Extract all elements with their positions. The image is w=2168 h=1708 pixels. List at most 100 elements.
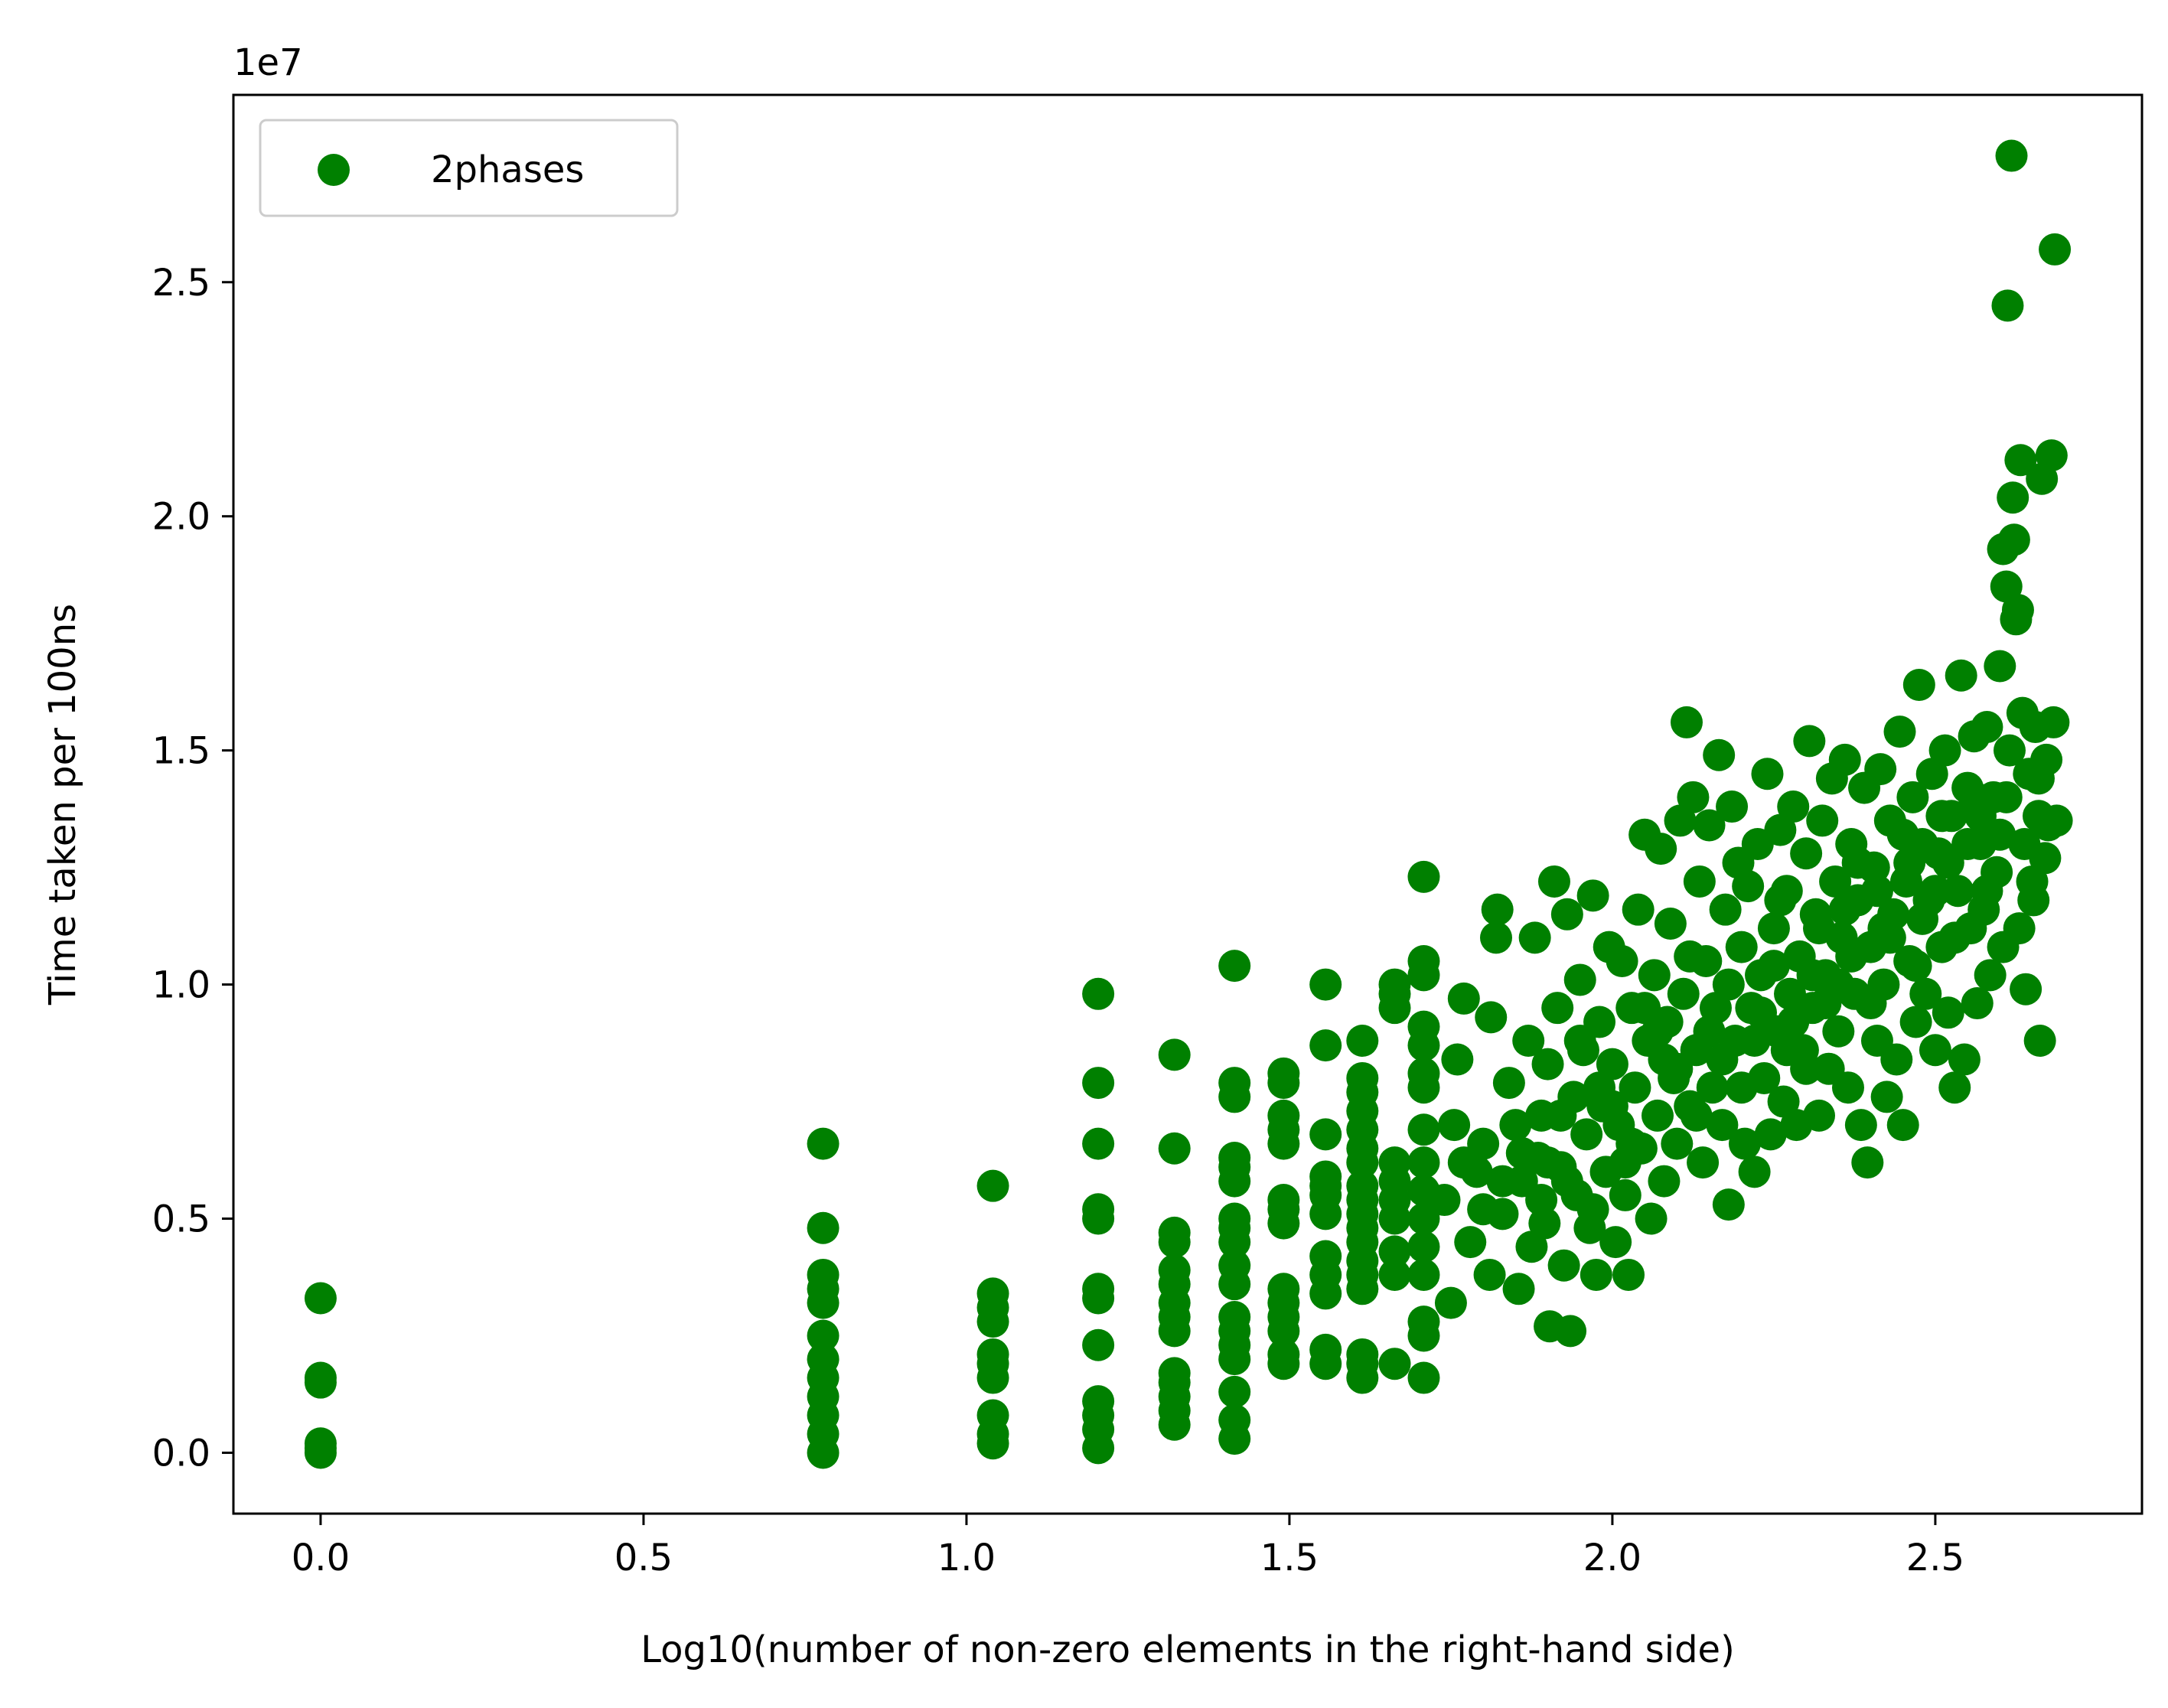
data-point (1082, 1273, 1115, 1305)
data-point (2037, 706, 2070, 738)
data-point (1835, 940, 1868, 973)
data-point (1407, 944, 1440, 977)
data-point (1790, 837, 1823, 870)
data-point (1475, 1001, 1508, 1034)
data-point (2040, 804, 2073, 837)
data-point (1803, 912, 1836, 945)
data-point (1902, 668, 1935, 701)
data-point (1757, 912, 1790, 945)
data-point (1619, 1071, 1651, 1104)
data-point (1346, 1061, 1379, 1094)
data-point (1870, 1081, 1903, 1113)
data-point (1570, 1118, 1603, 1151)
data-point (1732, 870, 1765, 903)
data-point (1661, 1052, 1694, 1085)
data-point (1267, 1099, 1300, 1132)
y-offset-label: 1e7 (233, 41, 303, 84)
data-point (976, 1169, 1009, 1202)
data-point (1751, 758, 1784, 790)
legend-box (259, 119, 679, 217)
data-point (1993, 734, 2026, 767)
data-point (1378, 1348, 1411, 1380)
data-point (2023, 1025, 2056, 1057)
x-tick-label: 2.5 (1906, 1537, 1964, 1579)
data-point (976, 1399, 1009, 1432)
data-point (1525, 1184, 1558, 1217)
legend: 2phases (259, 119, 679, 217)
data-point (2003, 912, 2036, 945)
data-point (1638, 959, 1671, 992)
data-point (1896, 781, 1929, 813)
data-point (1932, 996, 1964, 1029)
data-point (1809, 987, 1842, 1020)
data-point (1505, 1136, 1538, 1169)
data-point (1951, 828, 1984, 861)
data-point (1683, 865, 1716, 898)
data-point (1606, 944, 1638, 977)
data-point (1958, 781, 1990, 813)
data-point (1378, 1146, 1411, 1179)
data-point (1693, 809, 1726, 842)
data-point (1764, 884, 1797, 917)
data-point (1938, 921, 1971, 954)
data-point (1554, 1315, 1587, 1348)
data-point (1438, 1109, 1471, 1142)
data-point (1407, 1057, 1440, 1090)
data-point (1447, 982, 1480, 1015)
data-point (1218, 1141, 1251, 1174)
data-point (976, 1338, 1009, 1371)
data-point (1677, 781, 1710, 813)
x-tick-label: 2.0 (1583, 1537, 1641, 1579)
data-point (1486, 1165, 1519, 1198)
data-point (1941, 875, 1974, 908)
data-point (1819, 865, 1852, 898)
data-point (1576, 1193, 1609, 1226)
data-point (1648, 1165, 1681, 1198)
x-tick-label: 1.5 (1260, 1537, 1319, 1579)
data-point (1082, 1328, 1115, 1361)
data-point (1728, 1127, 1761, 1160)
data-point (1547, 1249, 1580, 1282)
x-axis-label: Log10(number of non-zero elements in the… (641, 1628, 1735, 1671)
data-point (1609, 1178, 1641, 1211)
data-point (1995, 139, 2028, 172)
data-point (1502, 1273, 1535, 1305)
data-point (1764, 813, 1797, 846)
data-point (1454, 1226, 1487, 1259)
data-point (1886, 1109, 1919, 1142)
data-point (1796, 959, 1829, 992)
legend-entry-2phases: 2phases (431, 148, 584, 191)
data-point (1738, 1156, 1771, 1188)
data-point (1974, 959, 2007, 992)
data-point (1407, 1361, 1440, 1394)
data-point (1909, 977, 1942, 1010)
data-point (1407, 1258, 1440, 1291)
data-point (304, 1282, 337, 1315)
x-axis: 0.0 0.5 1.0 1.5 2.0 2.5 (292, 1514, 1964, 1579)
data-point (807, 1343, 839, 1376)
x-tick-label: 0.5 (615, 1537, 673, 1579)
data-point (1531, 1048, 1564, 1081)
data-point (1706, 1043, 1739, 1076)
data-point (1346, 1025, 1379, 1057)
data-point (1854, 987, 1887, 1020)
data-point (1576, 879, 1609, 912)
data-point (1991, 289, 2024, 322)
data-point (1218, 1249, 1251, 1282)
data-point (2001, 594, 2034, 627)
data-point (1706, 1109, 1739, 1142)
data-point (976, 1277, 1009, 1310)
data-point (1218, 1403, 1251, 1436)
data-point (1544, 1099, 1577, 1132)
data-point (1725, 931, 1758, 963)
data-point (1860, 875, 1893, 908)
data-point (1441, 1043, 1474, 1076)
data-point (1997, 523, 2030, 556)
data-point (1467, 1193, 1500, 1226)
data-point (1928, 734, 1961, 767)
data-point (1309, 1240, 1342, 1273)
data-point (1218, 1202, 1251, 1235)
data-point (1777, 1006, 1810, 1038)
x-tick-label: 0.0 (292, 1537, 350, 1579)
data-point (1346, 1169, 1379, 1202)
